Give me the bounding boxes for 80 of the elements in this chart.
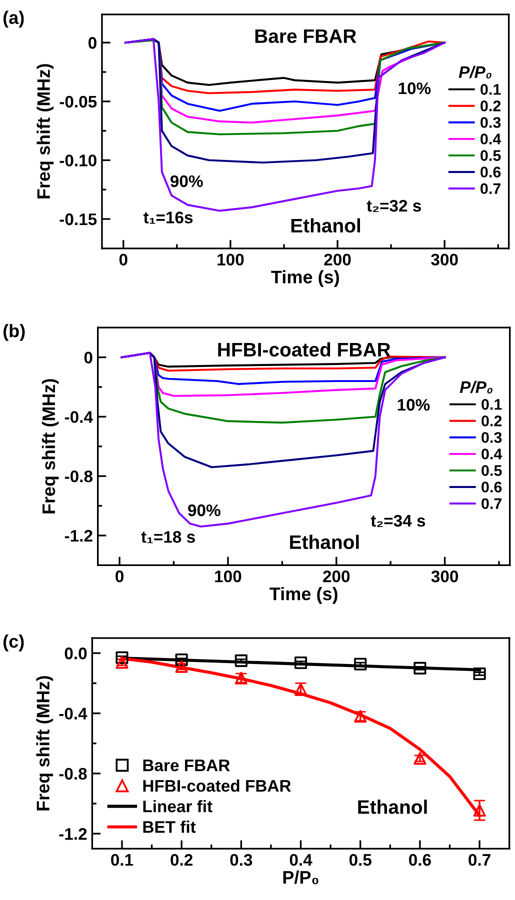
x-tick-label: 100: [215, 570, 242, 582]
x-tick-label: 0.4: [290, 854, 312, 866]
legend-label: 0.2: [482, 416, 502, 426]
legend-label: Linear fit: [143, 800, 212, 812]
x-tick-label: 0.7: [468, 854, 490, 866]
point: [234, 654, 248, 667]
annotation: t₁=16s: [144, 212, 193, 224]
x-tick-label: 300: [431, 570, 458, 582]
x-axis-title: P/P₀: [283, 870, 318, 884]
legend-title: P/P₀: [460, 380, 492, 394]
y-axis-title: Freq shift (MHz): [36, 676, 54, 810]
x-tick-label: 200: [323, 570, 350, 582]
y-tick-label: -0.4: [64, 411, 93, 423]
legend-label: 0.6: [480, 166, 501, 178]
legend-label: Bare FBAR: [143, 760, 230, 772]
x-tick-label: 0.5: [349, 854, 372, 866]
legend-title: P/P₀: [458, 66, 492, 78]
x-tick-label: 0.6: [409, 854, 431, 866]
legend-label: HFBI-coated FBAR: [143, 780, 291, 792]
legend-label: 0.5: [482, 465, 502, 476]
y-tick-label: -0.05: [60, 96, 97, 108]
x-tick-label: 100: [218, 254, 244, 266]
y-tick-label: -1.2: [64, 530, 92, 542]
legend-label: 0.3: [482, 432, 502, 443]
x-axis-title: Time (s): [271, 270, 339, 288]
y-tick-label: -0.8: [59, 768, 87, 780]
legend-label: 0.1: [482, 398, 502, 410]
annotation: 90%: [188, 504, 220, 516]
y-tick-label: -0.4: [59, 708, 88, 720]
point: [354, 658, 367, 670]
x-tick-label: 0.2: [170, 854, 192, 866]
text: (c): [3, 634, 24, 652]
y-tick-label: -1.2: [59, 828, 87, 840]
annotation: t₁=18 s: [141, 531, 195, 544]
legend-label: 0.7: [480, 183, 501, 194]
x-axis-title: Time (s): [270, 586, 338, 604]
y-tick-label: -0.8: [64, 470, 92, 482]
point: [473, 667, 486, 680]
point: [414, 662, 426, 674]
legend-label: 0.1: [480, 84, 501, 95]
y-tick-label: 0: [84, 352, 92, 364]
text: Ethanol: [291, 218, 360, 233]
legend-label: 0.2: [480, 100, 501, 112]
annotation: t₂=34 s: [370, 514, 426, 528]
point: [116, 656, 128, 669]
y-axis-title: Freq shift (MHz): [42, 379, 59, 514]
point: [473, 804, 486, 817]
legend-label: 0.4: [480, 134, 502, 144]
legend-label: 0.5: [480, 150, 501, 161]
x-tick-label: 0: [119, 254, 128, 266]
legend-label: 0.4: [482, 448, 502, 460]
text: (a): [3, 10, 24, 28]
point: [175, 660, 188, 673]
point: [175, 653, 188, 666]
text: Ethanol: [358, 800, 427, 814]
text: (b): [3, 324, 25, 341]
x-tick-label: 300: [431, 254, 458, 266]
point: [414, 752, 426, 765]
y-tick-label: 0: [88, 37, 96, 49]
y-tick-label: 0.0: [64, 648, 87, 660]
legend-label: 0.6: [482, 482, 502, 492]
x-tick-label: 0.3: [230, 854, 252, 866]
legend-label: 0.3: [480, 117, 501, 128]
annotation: 90%: [170, 175, 203, 188]
point: [116, 651, 128, 664]
annotation: 10%: [398, 398, 430, 411]
x-tick-label: 200: [324, 254, 351, 266]
text: Bare FBAR: [255, 29, 356, 44]
point: [294, 656, 308, 670]
legend-label: BET fit: [143, 820, 196, 833]
y-axis-title: Freq shift (MHz): [36, 64, 54, 198]
text: Ethanol: [290, 534, 359, 550]
annotation: t₂=32 s: [366, 200, 421, 212]
x-tick-label: 0: [116, 570, 124, 582]
x-tick-label: 0.1: [111, 854, 134, 866]
y-tick-label: -0.15: [60, 213, 97, 226]
legend-label: 0.7: [482, 498, 502, 510]
y-tick-label: -0.10: [60, 154, 96, 166]
annotation: 10%: [398, 82, 431, 94]
text: HFBI-coated FBAR: [218, 342, 390, 357]
